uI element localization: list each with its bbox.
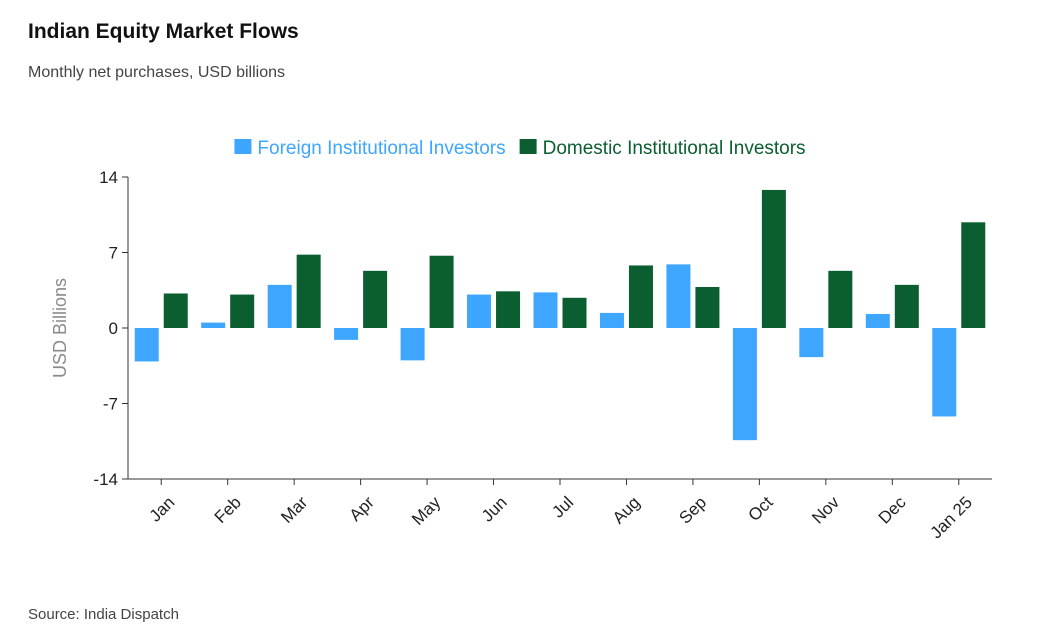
bar-dii-jan-25: [961, 222, 986, 328]
bars: [134, 189, 986, 441]
legend-label: Domestic Institutional Investors: [543, 138, 806, 159]
source-note: Source: India Dispatch: [28, 606, 179, 623]
bar-fii-jan: [134, 328, 159, 362]
x-tick-labels: Jan Feb Mar Apr May Jun Jul Aug Sep Oct Nov Dec Jan …: [146, 479, 976, 542]
bar-fii-dec: [865, 313, 890, 328]
x-tick-label: Nov: [808, 492, 843, 527]
bar-dii-feb: [230, 294, 255, 328]
bar-dii-apr: [363, 270, 388, 328]
legend-swatch: [519, 139, 537, 154]
legend-item-fii[interactable]: Foreign Institutional Investors: [234, 138, 506, 159]
y-tick-label: -7: [103, 395, 118, 414]
bar-dii-nov: [828, 270, 853, 328]
x-tick-label: Jan 25: [926, 493, 976, 543]
x-tick-label: May: [408, 492, 444, 528]
chart-subtitle: Monthly net purchases, USD billions: [28, 64, 286, 81]
x-tick-label: Jun: [478, 493, 511, 526]
x-tick-label: Feb: [211, 493, 245, 527]
x-tick-label: Sep: [675, 493, 710, 528]
x-tick-label: Apr: [346, 493, 378, 525]
bar-fii-oct: [732, 328, 757, 441]
bar-fii-jan-25: [932, 328, 957, 417]
legend-label: Foreign Institutional Investors: [257, 138, 505, 159]
y-tick-label: -14: [93, 470, 118, 489]
bar-dii-mar: [296, 254, 321, 328]
bar-fii-jun: [467, 294, 492, 328]
y-tick-label: 0: [109, 319, 118, 338]
y-tick-label: 14: [99, 168, 118, 187]
y-tick-label: 7: [109, 244, 118, 263]
bar-fii-sep: [666, 264, 691, 328]
bar-dii-sep: [695, 287, 720, 328]
bar-dii-oct: [761, 189, 786, 328]
axes: 14 7 0 -7 -14: [93, 168, 992, 489]
legend-item-dii[interactable]: Domestic Institutional Investors: [519, 138, 806, 159]
legend-swatch: [234, 139, 252, 154]
bar-fii-feb: [201, 322, 226, 328]
chart: Foreign Institutional Investors Domestic …: [50, 138, 992, 542]
legend: Foreign Institutional Investors Domestic …: [234, 138, 806, 159]
y-axis-label: USD Billions: [50, 278, 70, 378]
bar-dii-aug: [628, 265, 653, 328]
chart-title: Indian Equity Market Flows: [28, 20, 299, 43]
x-tick-label: Jan: [146, 493, 179, 526]
bar-dii-jan: [163, 293, 188, 328]
x-tick-label: Jul: [548, 493, 577, 522]
bar-fii-apr: [334, 328, 359, 340]
bar-dii-jul: [562, 297, 587, 328]
bar-fii-mar: [267, 284, 292, 328]
bar-dii-may: [429, 255, 454, 328]
x-tick-label: Oct: [744, 493, 776, 525]
x-tick-label: Aug: [609, 493, 644, 528]
x-tick-label: Dec: [875, 492, 910, 527]
bar-fii-jul: [533, 292, 558, 328]
bar-fii-nov: [799, 328, 824, 358]
bar-dii-jun: [496, 291, 521, 328]
bar-dii-dec: [894, 284, 919, 328]
x-tick-label: Mar: [277, 493, 311, 527]
bar-fii-aug: [599, 312, 624, 328]
bar-fii-may: [400, 328, 425, 361]
